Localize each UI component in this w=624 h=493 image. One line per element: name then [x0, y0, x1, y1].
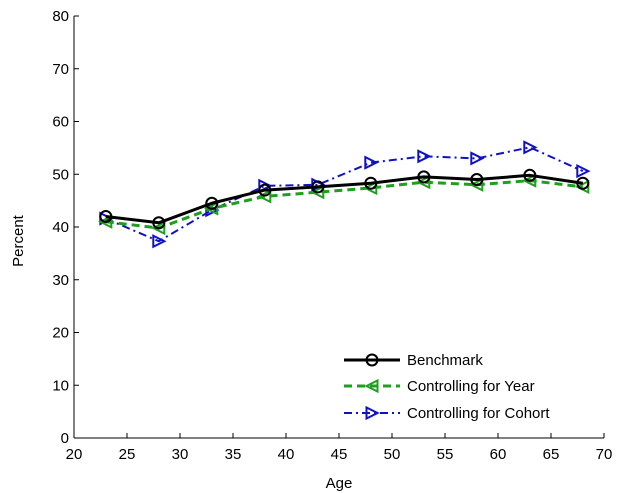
data-point — [417, 170, 431, 184]
legend: Benchmark Controlling for Year Controlling… — [336, 343, 616, 429]
legend-box — [336, 343, 616, 429]
x-tick-label: 40 — [278, 446, 295, 463]
y-tick-label: 30 — [52, 272, 69, 289]
x-axis-label: Age — [326, 475, 353, 492]
x-tick-label: 45 — [331, 446, 348, 463]
x-tick-label: 25 — [119, 446, 136, 463]
data-point — [522, 173, 537, 188]
data-point — [364, 155, 379, 170]
x-tick-label: 70 — [596, 446, 613, 463]
data-point — [204, 201, 219, 216]
data-point — [257, 189, 272, 204]
series-controlling-for-year — [98, 173, 590, 236]
series-controlling-for-cohort — [99, 140, 591, 249]
x-tick-label: 65 — [543, 446, 560, 463]
axes: 20 25 30 35 40 45 50 55 60 65 70 0 10 20 30 40 50 60 70 80 — [52, 8, 612, 463]
y-tick-label: 20 — [52, 325, 69, 342]
x-tick-label: 60 — [490, 446, 507, 463]
data-point — [311, 180, 325, 194]
data-point — [152, 234, 167, 249]
x-tick-label: 50 — [384, 446, 401, 463]
data-point — [205, 196, 219, 210]
x-tick-label: 35 — [225, 446, 242, 463]
series-benchmark — [99, 168, 590, 230]
legend-label: Controlling for Cohort — [407, 405, 550, 422]
data-point — [470, 151, 485, 166]
data-point — [469, 177, 484, 192]
y-tick-label: 60 — [52, 114, 69, 131]
data-point — [417, 149, 432, 164]
series-line — [105, 146, 584, 243]
data-point — [258, 183, 272, 197]
data-point — [523, 140, 538, 155]
legend-swatch-marker — [365, 353, 379, 367]
data-point — [576, 176, 590, 190]
data-point — [523, 168, 537, 182]
data-point — [470, 173, 484, 187]
data-point — [152, 216, 166, 230]
legend-label: Benchmark — [407, 352, 483, 369]
x-tick-label: 55 — [437, 446, 454, 463]
data-point — [363, 180, 378, 196]
series-line — [105, 173, 584, 225]
y-tick-label: 40 — [52, 219, 69, 236]
y-tick-label: 0 — [61, 430, 69, 447]
data-point — [99, 209, 113, 223]
legend-swatch-marker — [364, 378, 379, 394]
series-line — [105, 179, 583, 230]
y-tick-label: 50 — [52, 166, 69, 183]
data-point — [151, 220, 166, 236]
y-tick-label: 70 — [52, 61, 69, 78]
data-point — [98, 214, 113, 229]
x-tick-label: 20 — [66, 446, 83, 463]
data-point — [416, 175, 431, 190]
x-tick-label: 30 — [172, 446, 189, 463]
series-layer — [98, 140, 591, 249]
legend-label: Controlling for Year — [407, 378, 535, 395]
y-tick-label: 10 — [52, 377, 69, 394]
y-axis-label: Percent — [10, 214, 27, 267]
y-tick-label: 80 — [52, 8, 69, 25]
data-point — [310, 185, 325, 200]
data-point — [364, 176, 378, 190]
data-point — [576, 163, 591, 179]
legend-swatch-marker — [365, 405, 380, 421]
